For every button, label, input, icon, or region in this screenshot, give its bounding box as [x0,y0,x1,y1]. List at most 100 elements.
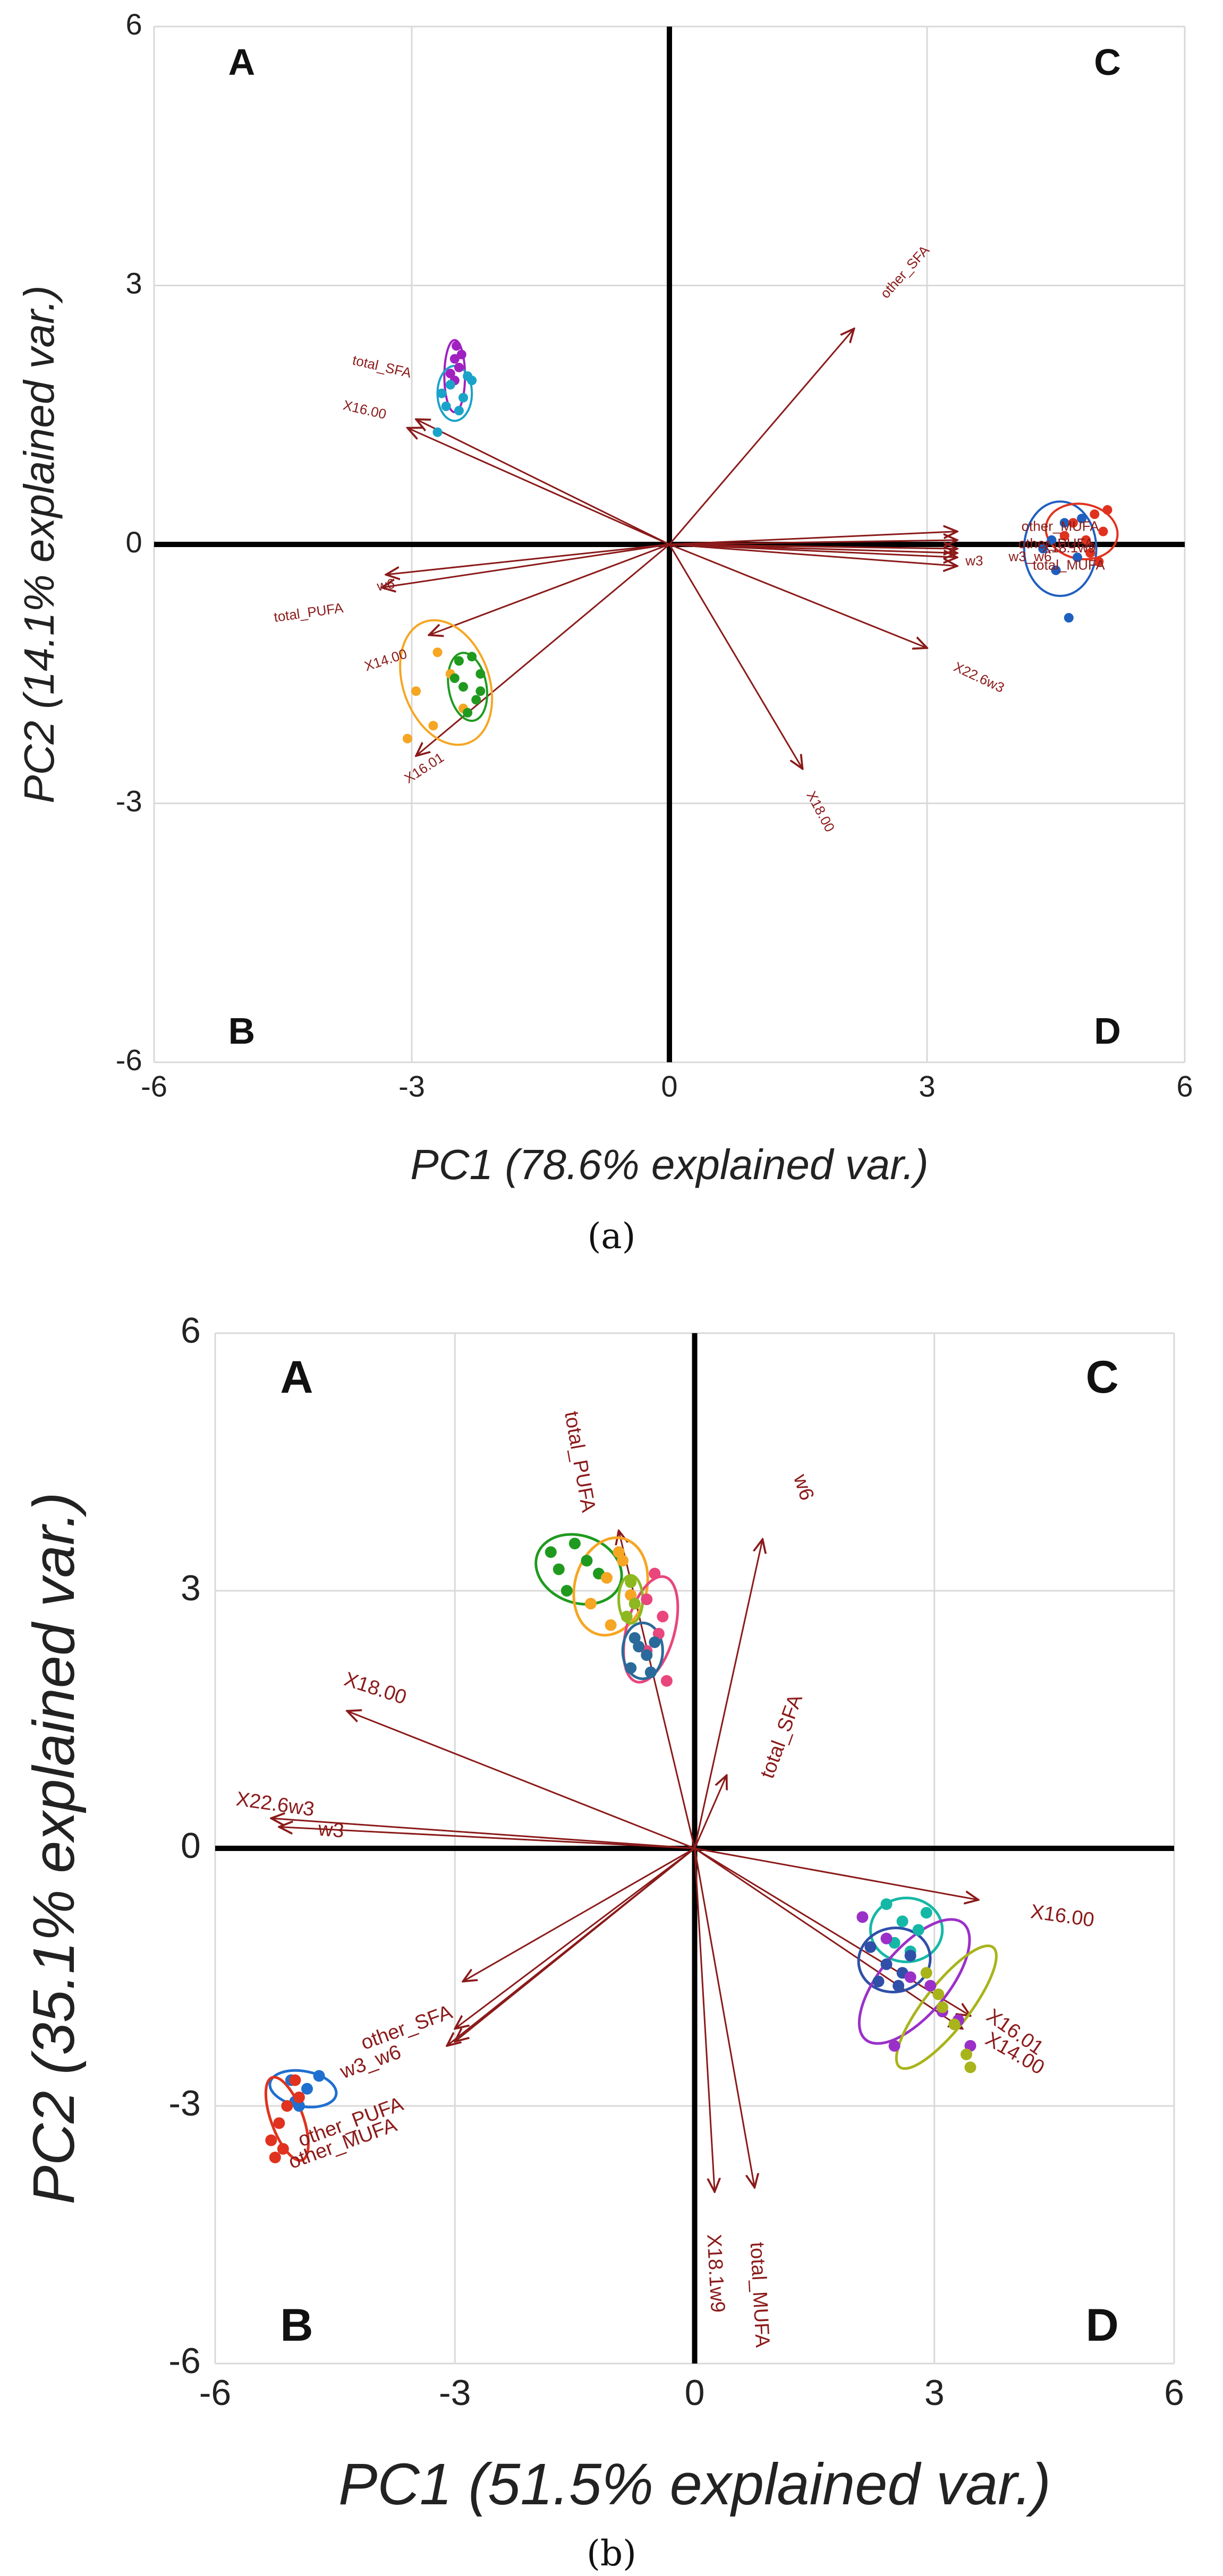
loading-arrow [407,428,670,545]
group-ellipse [857,1926,932,1994]
score-point [880,1932,893,1944]
loading-arrow [669,532,957,545]
y-tick-label: -6 [168,2341,200,2381]
y-tick-label: -3 [116,784,142,817]
loading-label: total_MUFA [746,2241,774,2348]
score-point [1090,509,1100,519]
loading-label: other_SFA [877,242,933,302]
score-point [581,1555,593,1567]
score-point [545,1546,557,1558]
score-point [402,733,412,744]
loading-label: X16.01 [401,749,446,787]
score-point [629,1598,641,1610]
loading-arrow [694,1847,979,1900]
x-tick-label: 6 [1176,1069,1193,1103]
loading-label: w3_w6 [1008,548,1052,564]
x-tick-label: 6 [1164,2373,1184,2413]
score-point [313,2070,325,2082]
score-point [920,1907,932,1919]
ticks-a: -6 -3 0 3 6 -6 -3 0 3 6 [116,7,1193,1103]
loading-arrow [416,419,670,545]
quadrant-letter-a: A [280,1352,313,1403]
score-point [964,2061,976,2074]
score-point [880,1898,893,1910]
y-tick-label: 6 [181,1310,201,1351]
score-points-b [265,1538,976,2163]
score-point [932,1988,945,2000]
loading-label: X18.1w9 [1042,540,1095,556]
y-tick-label: 0 [125,525,142,559]
score-point [1085,548,1095,558]
score-point [649,1636,661,1648]
loading-labels-a: total_SFA X16.00 w6 total_PUFA X14.00 X16.01 o… [273,242,1105,835]
score-point [625,1576,637,1588]
score-point [880,1958,893,1971]
score-point [463,707,473,718]
loading-arrow [694,1776,727,1849]
score-point [896,1915,908,1927]
loading-arrow [386,543,670,575]
group-ellipse [1023,500,1098,598]
x-tick-label: 3 [919,1069,935,1103]
loading-arrow [668,329,854,545]
score-point [1059,531,1069,541]
score-point [432,647,443,658]
score-point [452,341,462,351]
x-axis-label-a: PC1 (78.6% explained var.) [410,1141,928,1188]
loading-label: w3 [317,1818,345,1843]
quadrant-letter-d: D [1094,1010,1121,1052]
x-tick-label: 3 [924,2373,945,2413]
score-point [1102,505,1112,515]
score-point [864,1941,877,1953]
score-point [301,2083,313,2095]
score-point [657,1610,669,1623]
score-point [1038,544,1048,554]
score-point [904,1971,916,1983]
loading-arrow [381,543,670,587]
score-point [1051,565,1061,575]
score-point [644,1666,657,1678]
panel-caption-a: (a) [588,1216,636,1257]
score-point [456,349,466,360]
loading-label: other_SFA [358,2001,456,2054]
score-point [467,652,477,662]
loading-arrow [669,543,957,557]
loading-arrow [669,540,957,544]
loading-label: w6 [789,1471,818,1503]
score-point [1064,613,1074,623]
score-point [621,1610,633,1623]
panel-a: total_SFA X16.00 w6 total_PUFA X14.00 X16.01 o… [15,7,1193,1257]
score-point [437,388,447,398]
quadrant-letter-b: B [280,2300,313,2351]
quadrant-letter-d: D [1086,2300,1119,2351]
score-point [1098,526,1108,536]
group-ellipse [621,1622,664,1681]
score-point [475,686,486,696]
quadrant-letters-b: A B C D [280,1352,1118,2351]
score-point [458,393,468,403]
loading-label: other_MUFA [1022,518,1100,534]
y-tick-label: 0 [181,1826,201,1866]
score-points-a [402,341,1112,744]
loading-arrow [416,543,670,756]
x-tick-label: -6 [199,2373,231,2413]
score-point [1081,535,1091,545]
score-point [1068,518,1078,528]
loading-arrow [694,1848,715,2192]
loading-label: total_SFA [351,352,413,381]
loading-arrow [429,543,670,635]
score-point [458,682,468,692]
quadrant-letter-c: C [1094,41,1121,83]
loading-arrows-b [271,1531,978,2192]
loading-arrow [694,1848,755,2188]
loading-arrow [669,543,957,566]
y-tick-label: 3 [125,266,142,300]
loading-arrow [347,1711,695,1849]
x-tick-label: -3 [439,2373,471,2413]
loading-label: X22.6w3 [235,1788,316,1821]
score-point [475,669,486,679]
x-tick-label: 0 [661,1069,677,1103]
loading-label: total_MUFA [1033,557,1105,573]
